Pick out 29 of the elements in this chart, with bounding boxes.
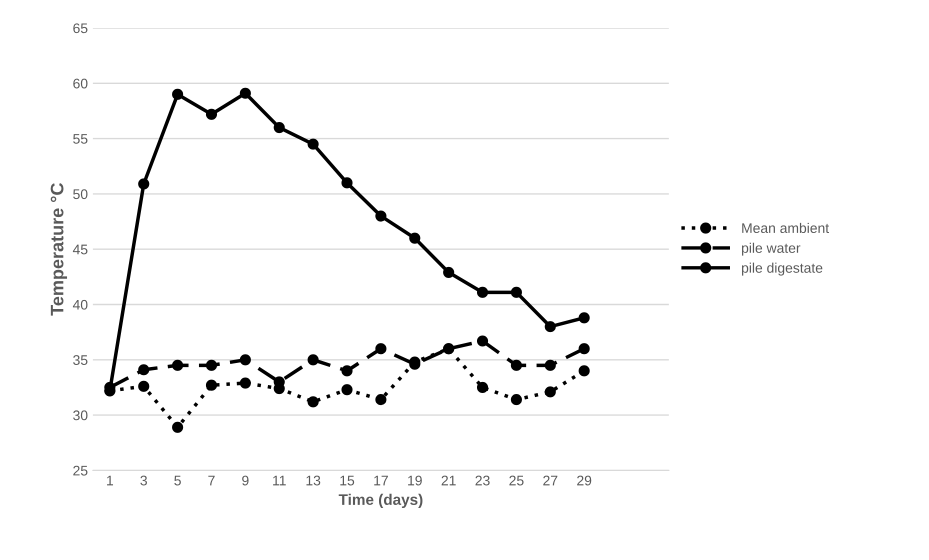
x-tick-label: 25 xyxy=(509,476,524,486)
x-tick-label: 13 xyxy=(306,476,320,486)
legend-label: pile water xyxy=(742,242,800,256)
y-tick-label: 50 xyxy=(73,189,88,200)
x-tick-label: 3 xyxy=(140,476,147,486)
legend-label: pile digestate xyxy=(742,262,822,276)
x-tick-label: 19 xyxy=(408,476,422,486)
x-tick-label: 15 xyxy=(340,476,354,486)
x-tick-label: 9 xyxy=(242,476,249,486)
x-tick-label: 1 xyxy=(107,476,114,486)
x-tick-label: 7 xyxy=(208,476,215,486)
x-axis-title: Time (days) xyxy=(338,494,422,508)
x-tick-label: 17 xyxy=(374,476,388,486)
x-tick-label: 5 xyxy=(174,476,181,486)
y-tick-label: 30 xyxy=(73,410,88,420)
x-tick-label: 29 xyxy=(577,476,592,486)
legend-label: Mean ambient xyxy=(742,222,830,234)
y-tick-label: 25 xyxy=(73,466,88,476)
y-tick-label: 35 xyxy=(73,355,88,365)
y-tick-label: 40 xyxy=(72,300,88,310)
y-axis-title: Temperature °C xyxy=(50,183,68,316)
y-tick-label: 65 xyxy=(73,23,88,34)
y-tick-label: 55 xyxy=(73,134,88,144)
x-tick-label: 21 xyxy=(442,476,456,486)
y-tick-label: 45 xyxy=(72,244,88,254)
y-tick-label: 60 xyxy=(73,78,88,88)
x-tick-label: 23 xyxy=(476,476,490,486)
x-tick-label: 11 xyxy=(273,476,286,486)
x-tick-label: 27 xyxy=(543,476,558,486)
